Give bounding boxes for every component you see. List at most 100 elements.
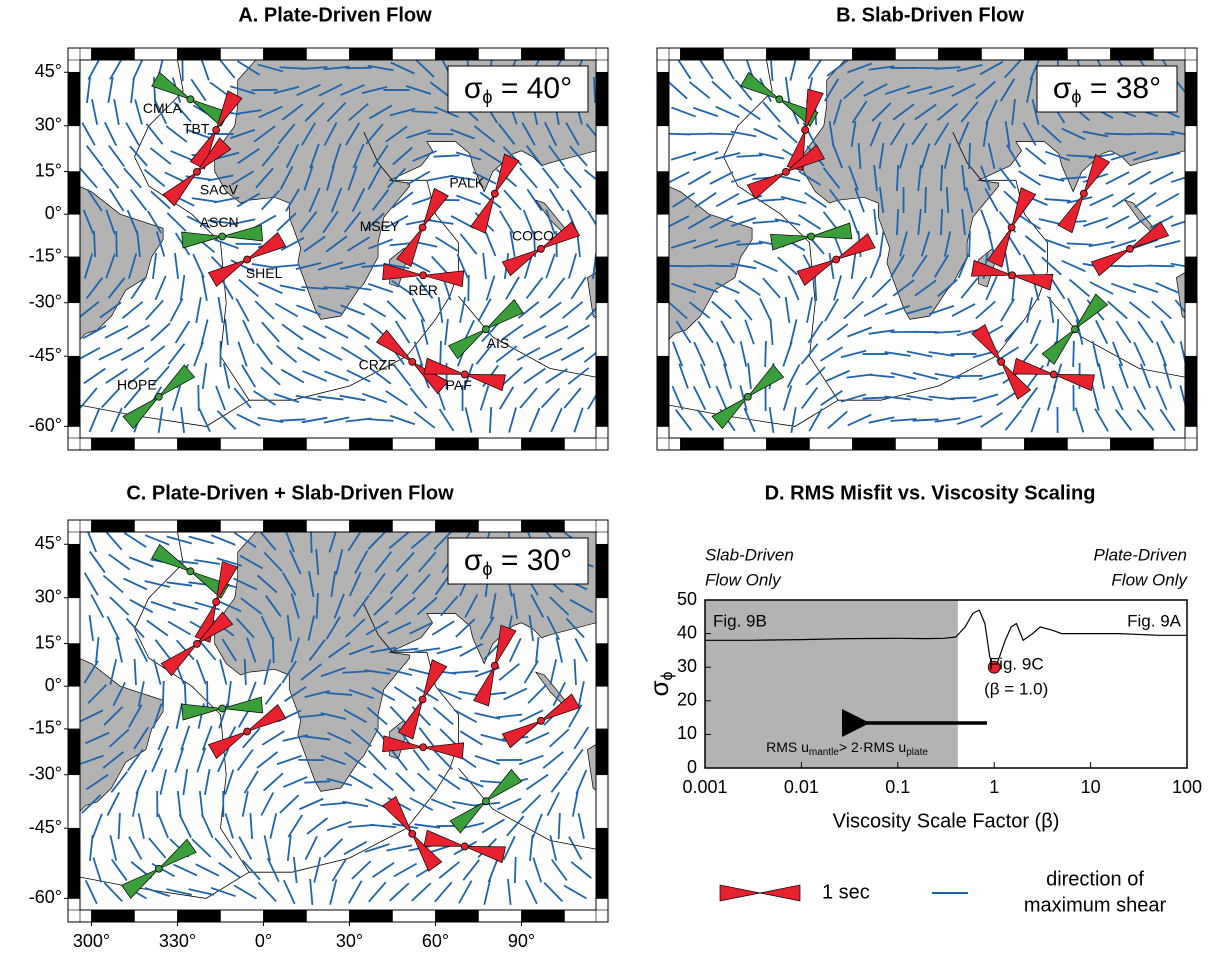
subscript: plate (906, 747, 928, 758)
shear-direction (863, 397, 889, 398)
shear-direction (709, 266, 735, 267)
legend-label: 1 sec (822, 881, 870, 903)
shear-direction (1149, 134, 1175, 135)
shear-direction (440, 341, 441, 367)
y-label-subscript: ϕ (659, 671, 676, 680)
shear-direction (116, 231, 117, 257)
border-block (177, 438, 220, 450)
border-block (68, 828, 80, 898)
station (420, 744, 427, 751)
y-tick-label: 15° (35, 160, 62, 180)
border-block (220, 910, 263, 922)
station (213, 598, 220, 605)
border-block (596, 729, 608, 775)
border-block (657, 172, 669, 215)
border-block (220, 438, 263, 450)
border-block (669, 48, 680, 60)
station (744, 393, 751, 400)
border-block (91, 910, 134, 922)
station-label: AIS (487, 335, 510, 351)
y-tick-label: -60° (29, 415, 62, 435)
text: > 2·RMS u (839, 739, 906, 755)
annotation: Fig. 9B (713, 611, 767, 630)
border-block (177, 520, 220, 532)
border-block (723, 438, 766, 450)
border-block (981, 48, 1024, 60)
border-block (596, 898, 608, 910)
border-block (657, 356, 669, 426)
border-block (657, 303, 669, 356)
text: RMS u (766, 739, 809, 755)
x-tick-label: 0.01 (784, 777, 819, 797)
x-tick-label: 90° (508, 931, 535, 951)
border-block (349, 438, 392, 450)
x-tick-label: 300° (73, 931, 110, 951)
station-label: PAF (446, 377, 472, 393)
border-block (435, 910, 478, 922)
station (409, 830, 416, 837)
border-block (478, 520, 521, 532)
border-block (68, 257, 80, 303)
border-block (134, 910, 177, 922)
border-block (657, 60, 669, 72)
border-block (1185, 72, 1197, 125)
border-block (596, 426, 608, 438)
border-block (306, 48, 349, 60)
y-tick-label: 15° (35, 632, 62, 652)
border-block (596, 257, 608, 303)
shear-direction (594, 77, 595, 103)
sigma-annotation: σϕ = 30° (464, 544, 572, 579)
sigma-subscript: ϕ (482, 559, 492, 579)
subscript: mantle (809, 747, 839, 758)
shear-direction (897, 209, 898, 235)
station-label: PALK (449, 174, 484, 190)
station (187, 568, 194, 575)
station (244, 256, 251, 263)
border-block (263, 48, 306, 60)
station-label: ASCN (200, 214, 239, 230)
shear-direction (709, 134, 735, 135)
border-block (596, 532, 608, 544)
border-block (1024, 48, 1067, 60)
border-block (306, 520, 349, 532)
annotation: Plate-Driven (1093, 545, 1187, 564)
legend: 1 secdirection ofmaximum shear (720, 868, 1166, 916)
y-label-symbol: σ (644, 680, 674, 696)
shear-direction (765, 341, 766, 367)
y-tick-label: 30° (35, 115, 62, 135)
panel-title: B. Slab-Driven Flow (836, 4, 1024, 26)
border-block (1153, 438, 1185, 450)
border-block (596, 172, 608, 215)
shear-direction (245, 659, 246, 685)
border-block (177, 48, 220, 60)
border-block (1185, 257, 1197, 303)
legend-label: direction of (1046, 868, 1144, 890)
border-block (895, 48, 938, 60)
border-block (1185, 126, 1197, 172)
station (491, 190, 498, 197)
station (155, 865, 162, 872)
y-tick-label: 45° (35, 533, 62, 553)
panel-title: D. RMS Misfit vs. Viscosity Scaling (765, 482, 1096, 504)
border-block (1185, 426, 1197, 438)
border-block (1067, 438, 1110, 450)
border-block (435, 438, 478, 450)
border-block (596, 356, 608, 426)
border-block (435, 520, 478, 532)
border-block (657, 72, 669, 125)
border-block (435, 48, 478, 60)
y-tick-label: 20 (677, 690, 697, 710)
station (420, 272, 427, 279)
border-block (596, 214, 608, 257)
station (482, 326, 489, 333)
border-block (596, 303, 608, 356)
sigma-value: = 38° (1082, 72, 1162, 105)
border-block (596, 60, 608, 72)
station (1009, 272, 1016, 279)
shear-direction (1149, 266, 1175, 267)
map-panel: B. Slab-Driven Flowσϕ = 38° (657, 4, 1197, 450)
sigma-value: = 30° (493, 544, 573, 577)
station-label: CMLA (143, 100, 183, 116)
y-tick-label: 40 (677, 622, 697, 642)
border-block (68, 598, 80, 644)
